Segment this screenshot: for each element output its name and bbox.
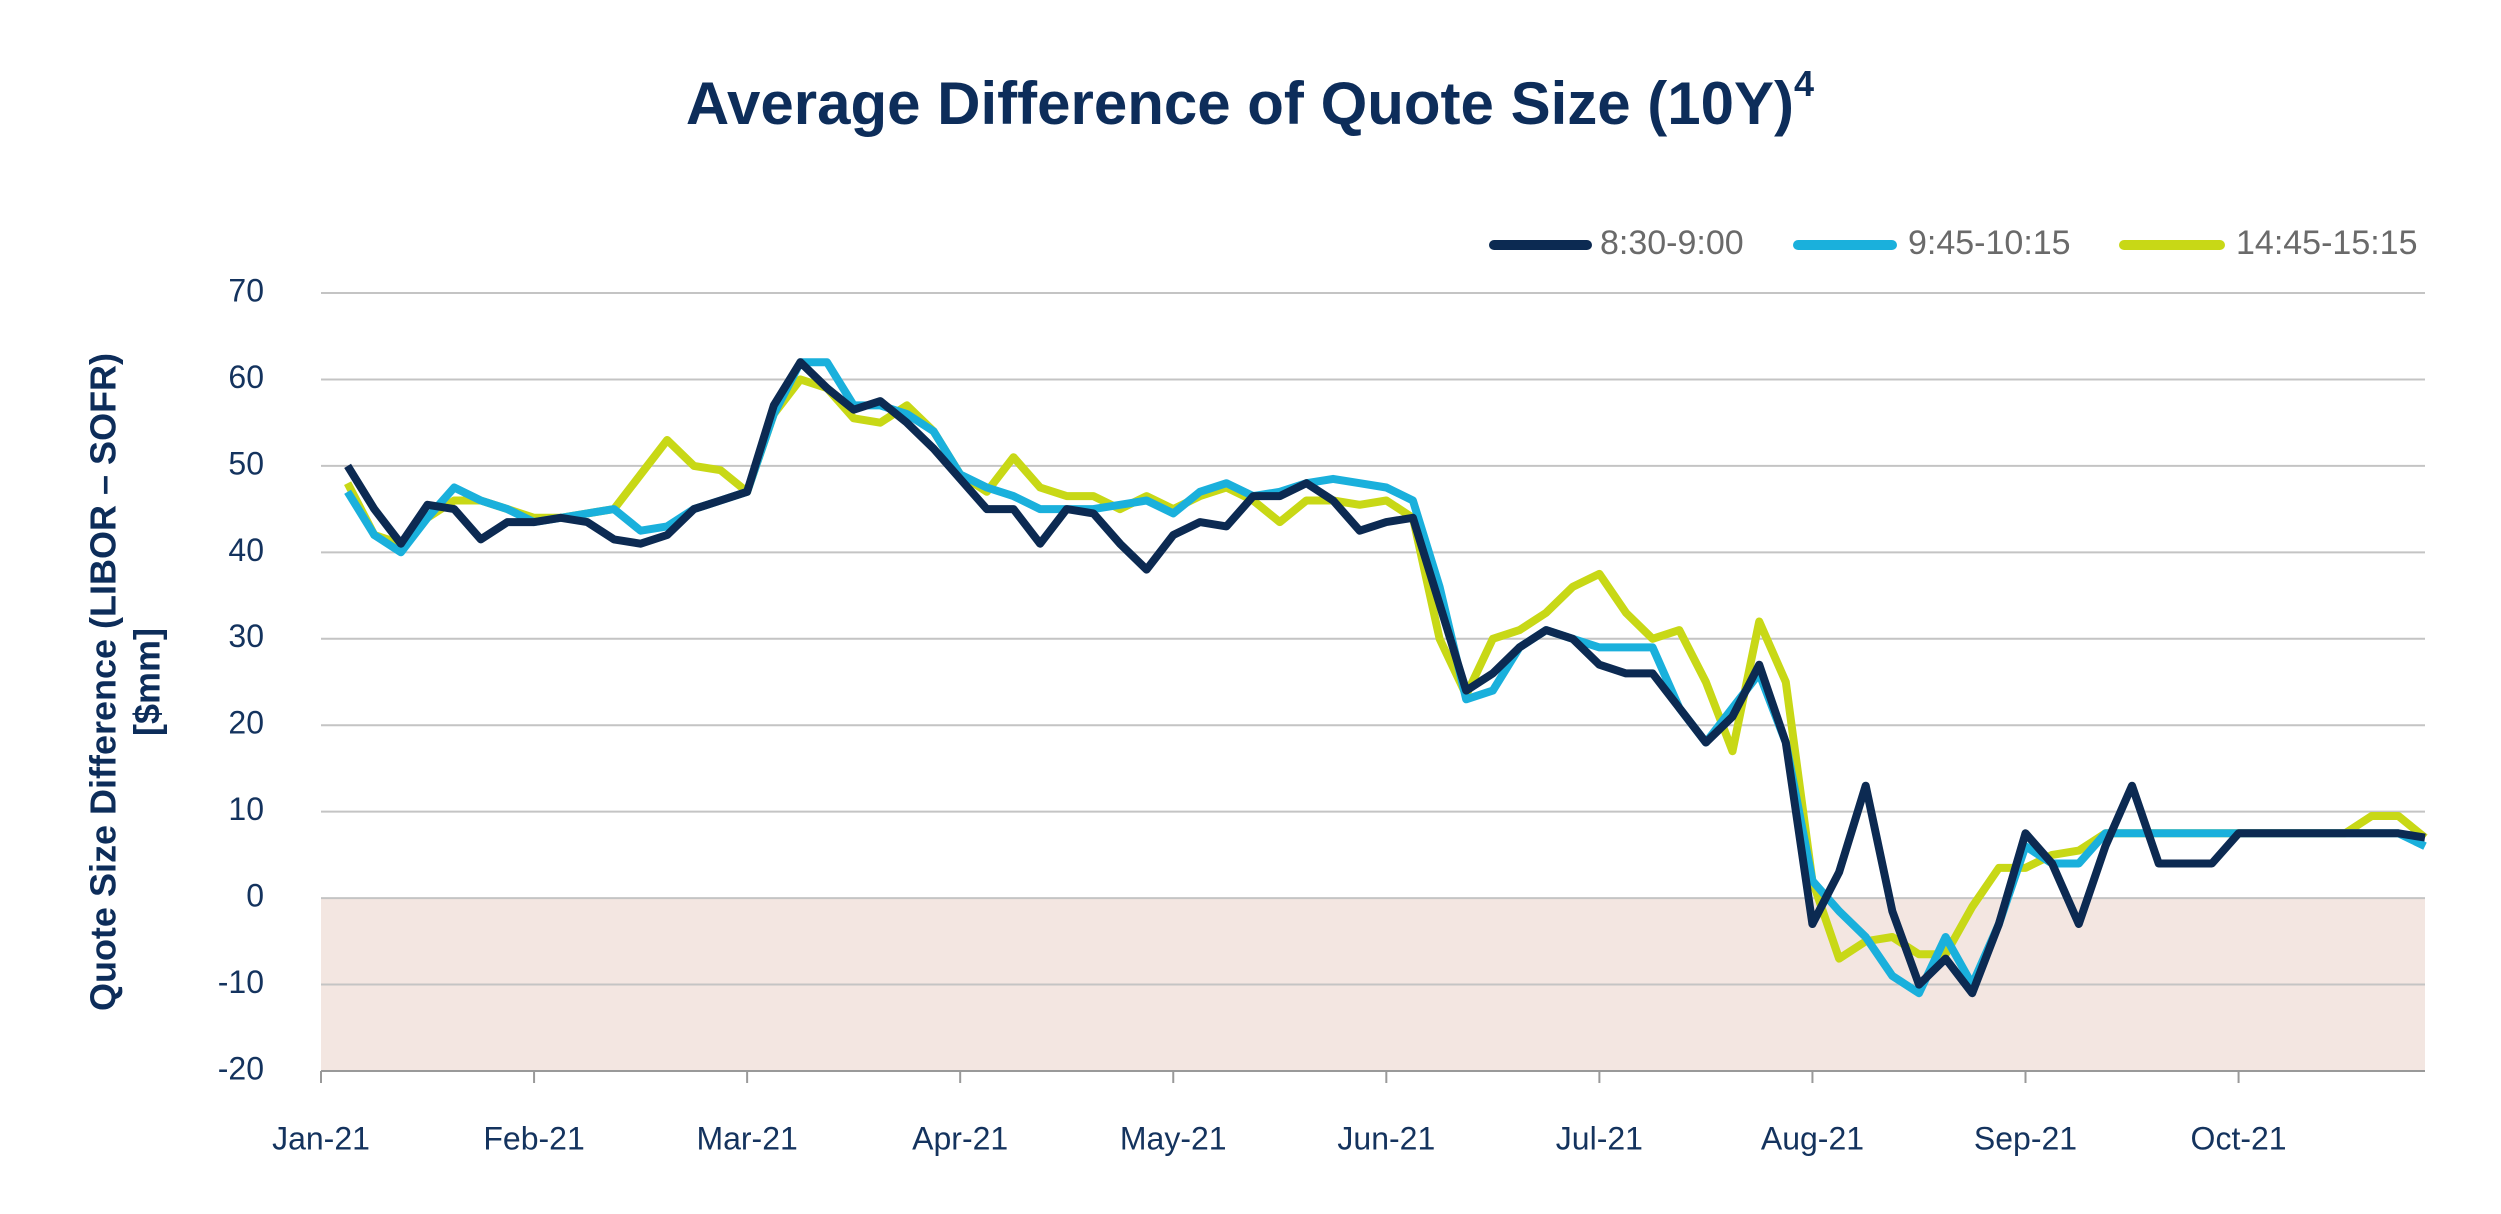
y-label-line: [$mm] xyxy=(127,628,168,736)
x-tick-label: Jul-21 xyxy=(1556,1120,1643,1156)
series-line xyxy=(344,375,2428,963)
y-tick-label: 10 xyxy=(228,791,264,827)
x-tick-label: May-21 xyxy=(1120,1120,1227,1156)
legend-label: 8:30-9:00 xyxy=(1600,224,1744,262)
x-tick-label: Mar-21 xyxy=(696,1120,797,1156)
x-tick-label: Feb-21 xyxy=(483,1120,584,1156)
legend-label: 9:45-10:15 xyxy=(1908,224,2071,262)
title-superscript: 4 xyxy=(1794,63,1814,104)
y-tick-label: 70 xyxy=(228,272,264,308)
legend-item: 14:45-15:15 xyxy=(2119,224,2418,262)
legend-item: 9:45-10:15 xyxy=(1793,224,2071,262)
legend-item: 8:30-9:00 xyxy=(1489,224,1744,262)
y-tick-label: -20 xyxy=(218,1050,264,1086)
y-tick-label: 20 xyxy=(228,705,264,741)
series-line xyxy=(344,358,2426,998)
x-tick-label: Jun-21 xyxy=(1337,1120,1435,1156)
y-tick-label: 60 xyxy=(228,359,264,395)
y-axis-label: Quote Size Difference (LIBOR – SOFR) [$m… xyxy=(83,353,168,1011)
y-tick-label: 40 xyxy=(228,532,264,568)
y-tick-label: -10 xyxy=(218,964,264,1000)
x-tick-label: Sep-21 xyxy=(1974,1120,2077,1156)
x-tick-label: Oct-21 xyxy=(2191,1120,2287,1156)
legend-label: 14:45-15:15 xyxy=(2236,224,2418,262)
x-tick-label: Apr-21 xyxy=(912,1120,1008,1156)
y-tick-label: 50 xyxy=(228,445,264,481)
y-tick-label: 0 xyxy=(246,878,264,914)
title-text: Average Difference of Quote Size (10Y) xyxy=(686,70,1794,137)
x-tick-label: Aug-21 xyxy=(1761,1120,1864,1156)
y-tick-label: 30 xyxy=(228,618,264,654)
x-tick-label: Jan-21 xyxy=(272,1120,370,1156)
chart-title: Average Difference of Quote Size (10Y)4 xyxy=(686,63,1814,137)
y-label-line: Quote Size Difference (LIBOR – SOFR) xyxy=(83,353,124,1011)
